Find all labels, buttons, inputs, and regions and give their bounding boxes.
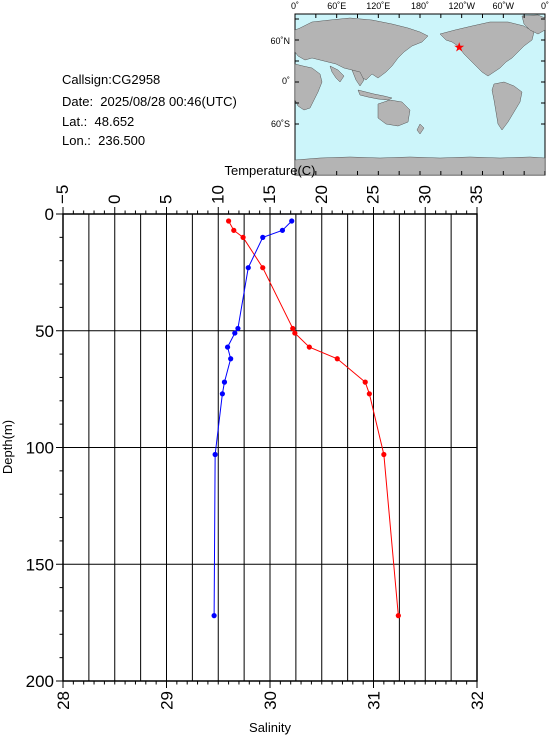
salinity-data-point (232, 330, 238, 336)
temperature-data-point (290, 325, 296, 332)
series-layer (211, 218, 401, 619)
temperature-profile-line (228, 220, 399, 616)
salinity-data-point (211, 613, 217, 619)
location-map: 0˚ 60˚E 120˚E 180˚ 120˚W 60˚W 0˚ 60˚N 0˚… (270, 1, 549, 176)
land-new-zealand (416, 123, 425, 135)
land-south-america (491, 81, 523, 131)
salinity-data-point (224, 344, 231, 350)
map-lat-label-60s: 60˚S (271, 119, 290, 129)
salinity-axis-title: Salinity (249, 720, 291, 735)
map-lat-label-0: 0˚ (282, 76, 290, 86)
salinity-data-point (245, 265, 251, 271)
temperature-data-point (260, 265, 266, 271)
map-lon-label-60w: 60˚W (493, 1, 515, 11)
depth-tick-label: 150 (26, 555, 54, 574)
salinity-tick-label: 31 (365, 691, 384, 710)
depth-tick-label: 200 (26, 672, 54, 691)
temperature-data-point (366, 391, 372, 397)
salinity-data-point (219, 391, 225, 397)
map-lon-label-120e: 120˚E (366, 1, 390, 11)
land-greenland (521, 14, 546, 35)
depth-tick-label: 100 (26, 439, 54, 458)
salinity-tick-label: 32 (468, 691, 487, 710)
map-lon-label-0: 0˚ (291, 1, 299, 11)
latitude-text: Lat.: 48.652 (62, 114, 135, 129)
temperature-tick-label: 15 (260, 185, 279, 204)
land-australia (377, 99, 411, 127)
salinity-tick-label: 30 (261, 691, 280, 710)
temperature-data-point (306, 344, 312, 350)
salinity-data-point (279, 227, 286, 233)
land-eurasia (294, 17, 429, 81)
depth-tick-label: 50 (35, 322, 54, 341)
map-lat-label-60n: 60˚N (270, 36, 290, 46)
salinity-data-point (221, 379, 228, 385)
callsign-text: Callsign:CG2958 (62, 72, 161, 87)
salinity-data-point (212, 451, 218, 458)
salinity-tick-label: 28 (54, 691, 73, 710)
station-marker-star: ★ (453, 39, 465, 54)
temperature-axis-title: Temperature(C) (224, 163, 315, 178)
map-lon-label-60e: 60˚E (327, 1, 346, 11)
temperature-data-point (381, 451, 387, 458)
salinity-data-point (228, 356, 234, 362)
map-lon-label-0-end: 0˚ (541, 1, 549, 11)
temperature-data-point (231, 227, 237, 233)
temperature-tick-label: 20 (312, 185, 331, 204)
temperature-tick-label: 25 (364, 185, 383, 204)
temperature-tick-label: −5 (53, 185, 72, 204)
temperature-data-point (395, 613, 401, 619)
temperature-data-point (292, 330, 298, 336)
depth-tick-label: 0 (45, 205, 54, 224)
date-text: Date: 2025/08/28 00:46(UTC) (62, 94, 237, 109)
map-ticks (294, 14, 546, 175)
salinity-profile-line (213, 220, 293, 616)
chart-grid (62, 213, 478, 682)
longitude-text: Lon.: 236.500 (62, 133, 146, 148)
temperature-data-point (240, 234, 246, 240)
axis-ticks (56, 207, 478, 688)
temperature-tick-label: 30 (415, 185, 434, 204)
map-land (294, 14, 546, 176)
temperature-tick-label: 5 (157, 195, 176, 204)
depth-axis-title: Depth(m) (0, 420, 15, 474)
temperature-data-point (334, 356, 340, 362)
map-lon-label-180: 180˚ (411, 1, 429, 11)
map-lon-label-120w: 120˚W (448, 1, 475, 11)
temperature-tick-label: 10 (208, 185, 227, 204)
salinity-data-point (235, 325, 241, 332)
salinity-tick-label: 29 (158, 691, 177, 710)
land-africa (294, 63, 323, 111)
temperature-tick-label: 35 (467, 185, 486, 204)
temperature-tick-label: 0 (105, 195, 124, 204)
salinity-data-point (260, 234, 266, 240)
land-north-america (439, 21, 535, 77)
temperature-data-point (362, 379, 368, 385)
land-india (329, 65, 345, 83)
temperature-data-point (226, 218, 232, 224)
salinity-data-point (289, 218, 295, 224)
land-indochina (351, 69, 365, 87)
land-indonesia (357, 89, 393, 101)
